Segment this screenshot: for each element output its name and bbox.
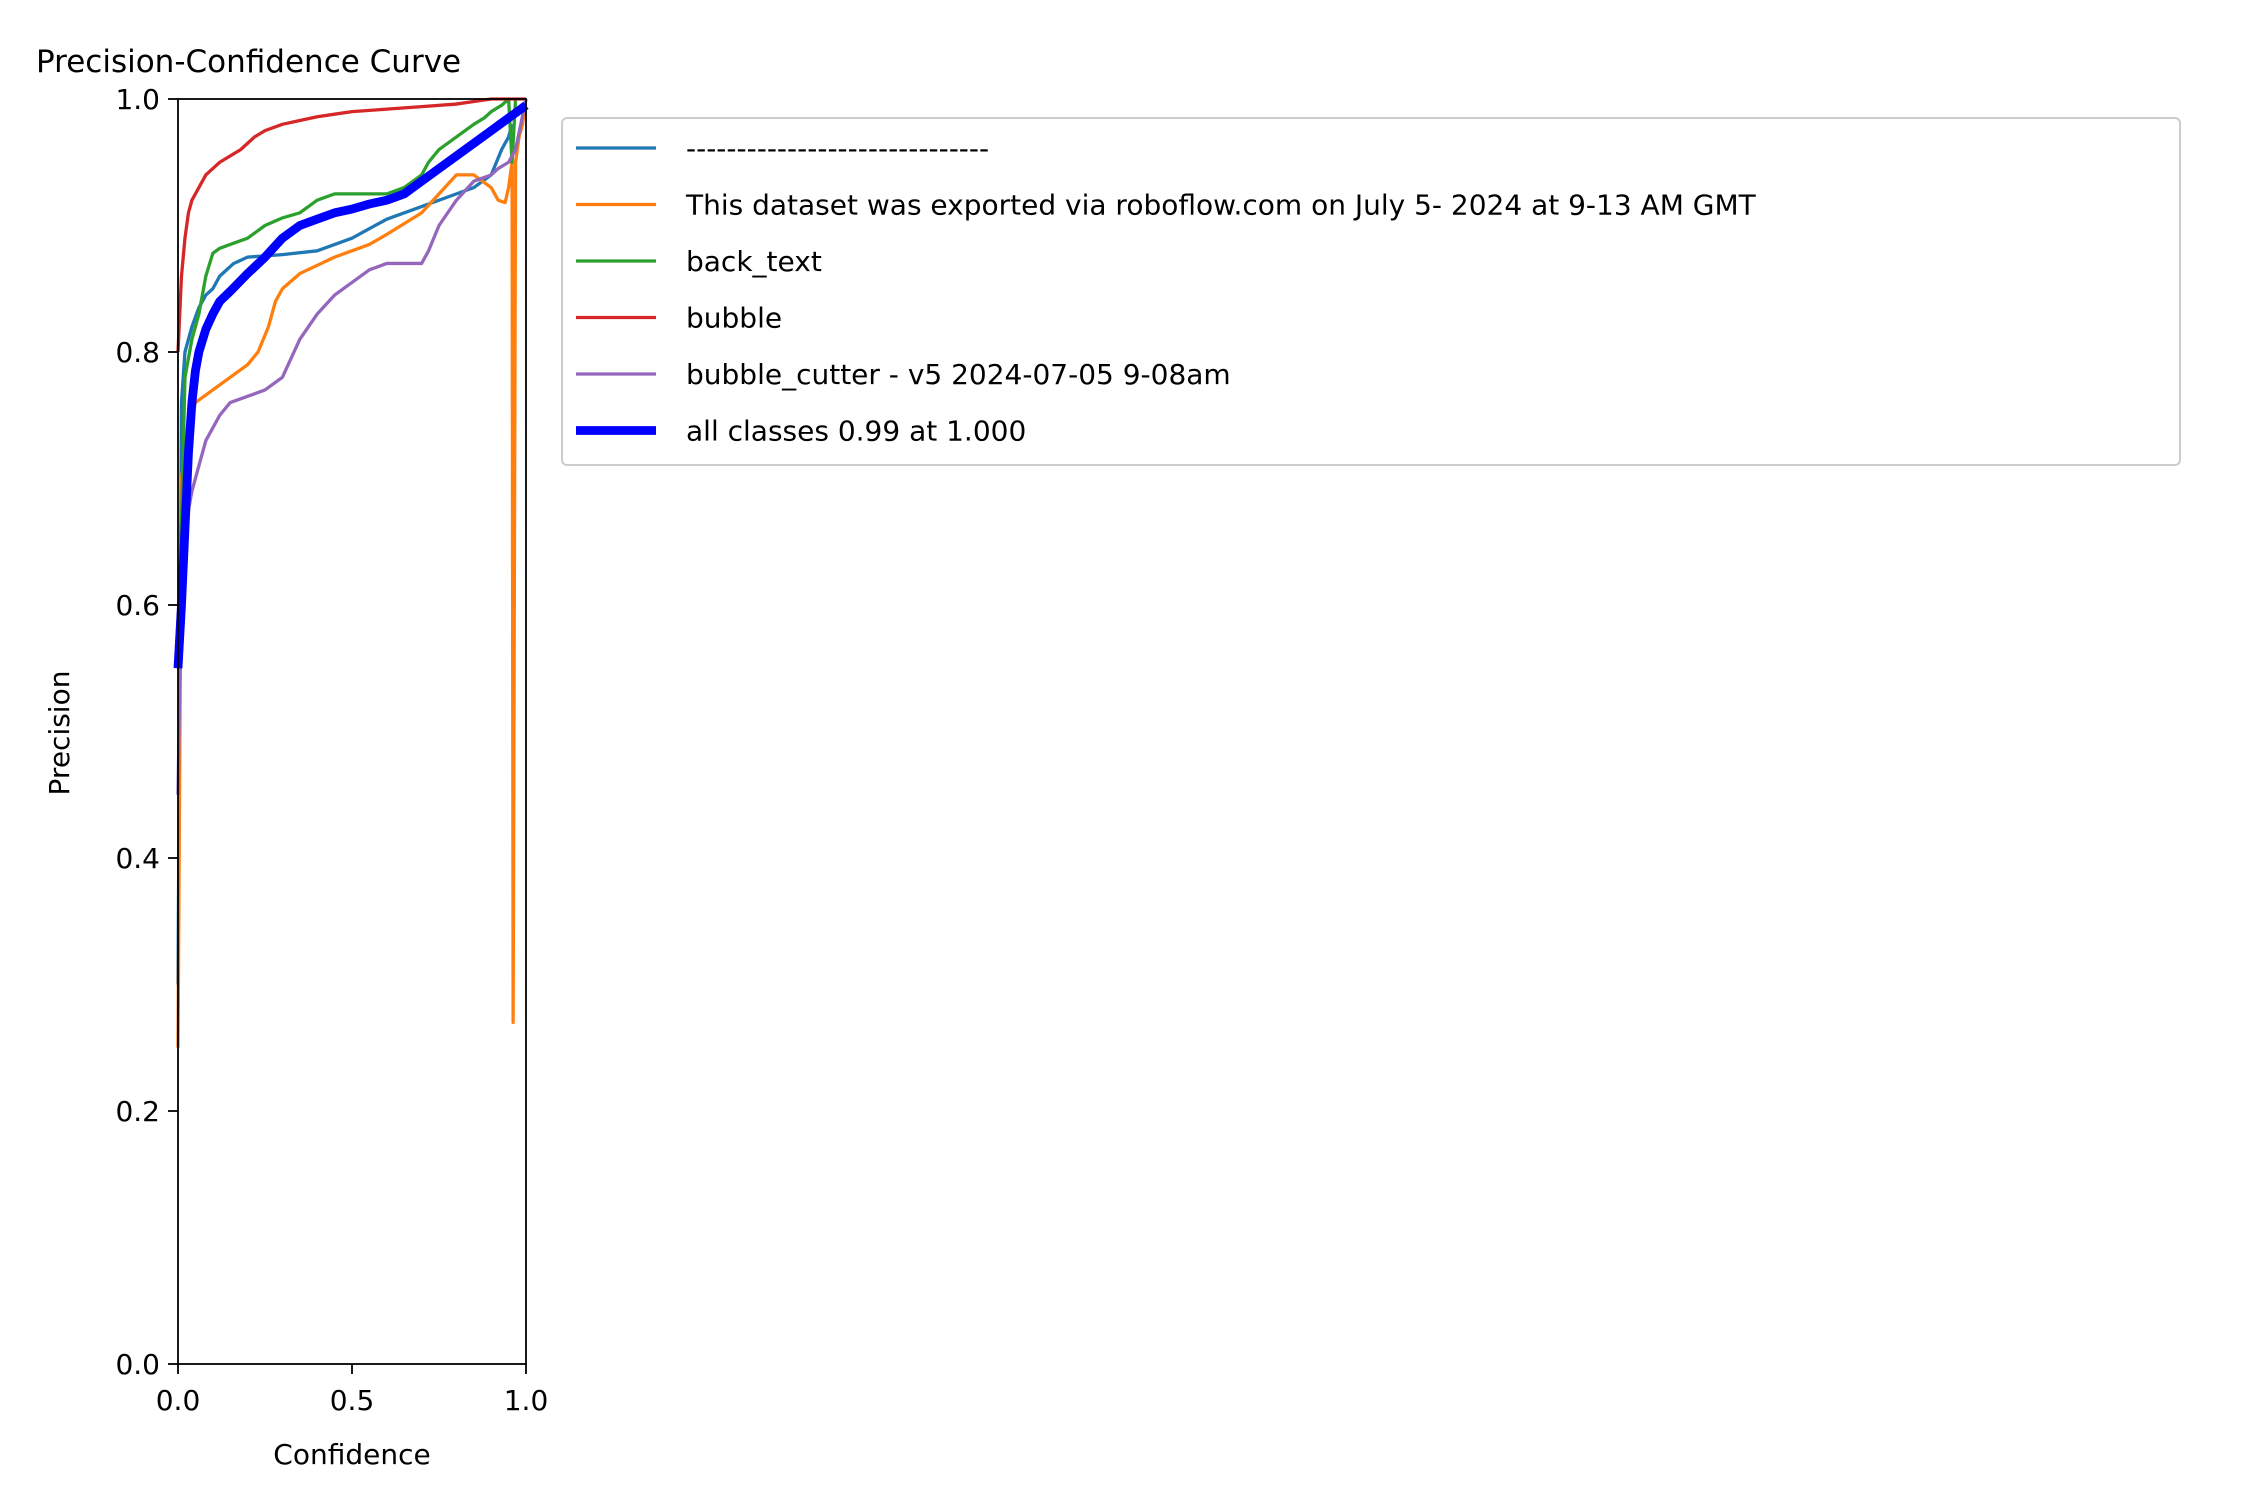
y-tick-label: 0.4: [115, 842, 160, 875]
series-layer: [173, 97, 529, 1048]
legend-label-2: back_text: [686, 245, 822, 278]
series-line-3: [176, 97, 526, 353]
y-tick-label: 0.6: [115, 589, 160, 622]
x-tick-label: 0.0: [156, 1384, 201, 1417]
x-tick-label: 0.5: [330, 1384, 375, 1417]
series-line-1: [176, 98, 528, 1048]
y-tick-label: 0.0: [115, 1348, 160, 1381]
legend-box: [561, 117, 2181, 466]
y-tick-label: 1.0: [115, 83, 160, 116]
x-axis-ticks: 0.0 0.5 1.0: [156, 1364, 549, 1417]
y-axis-label: Precision: [43, 671, 76, 796]
legend-label-3: bubble: [686, 302, 782, 335]
legend-label-4: bubble_cutter - v5 2024-07-05 9-08am: [686, 358, 1231, 391]
legend-label-5: all classes 0.99 at 1.000: [686, 415, 1026, 448]
x-axis-label: Confidence: [273, 1438, 430, 1471]
series-line-4: [176, 98, 528, 795]
x-tick-label: 1.0: [504, 1384, 549, 1417]
legend-items: ------------------------------ This datas…: [576, 132, 1757, 448]
y-tick-label: 0.8: [115, 336, 160, 369]
series-line-5: [173, 101, 529, 669]
chart-title: Precision-Confidence Curve: [36, 44, 461, 80]
series-line-2: [176, 97, 518, 669]
y-axis-ticks: 0.0 0.2 0.4 0.6 0.8 1.0: [115, 83, 178, 1381]
legend: ------------------------------ This datas…: [561, 117, 2181, 466]
legend-label-1: This dataset was exported via roboflow.c…: [685, 189, 1757, 222]
plot-area: [173, 97, 529, 1365]
legend-label-0: ------------------------------: [686, 132, 989, 165]
y-tick-label: 0.2: [115, 1095, 160, 1128]
